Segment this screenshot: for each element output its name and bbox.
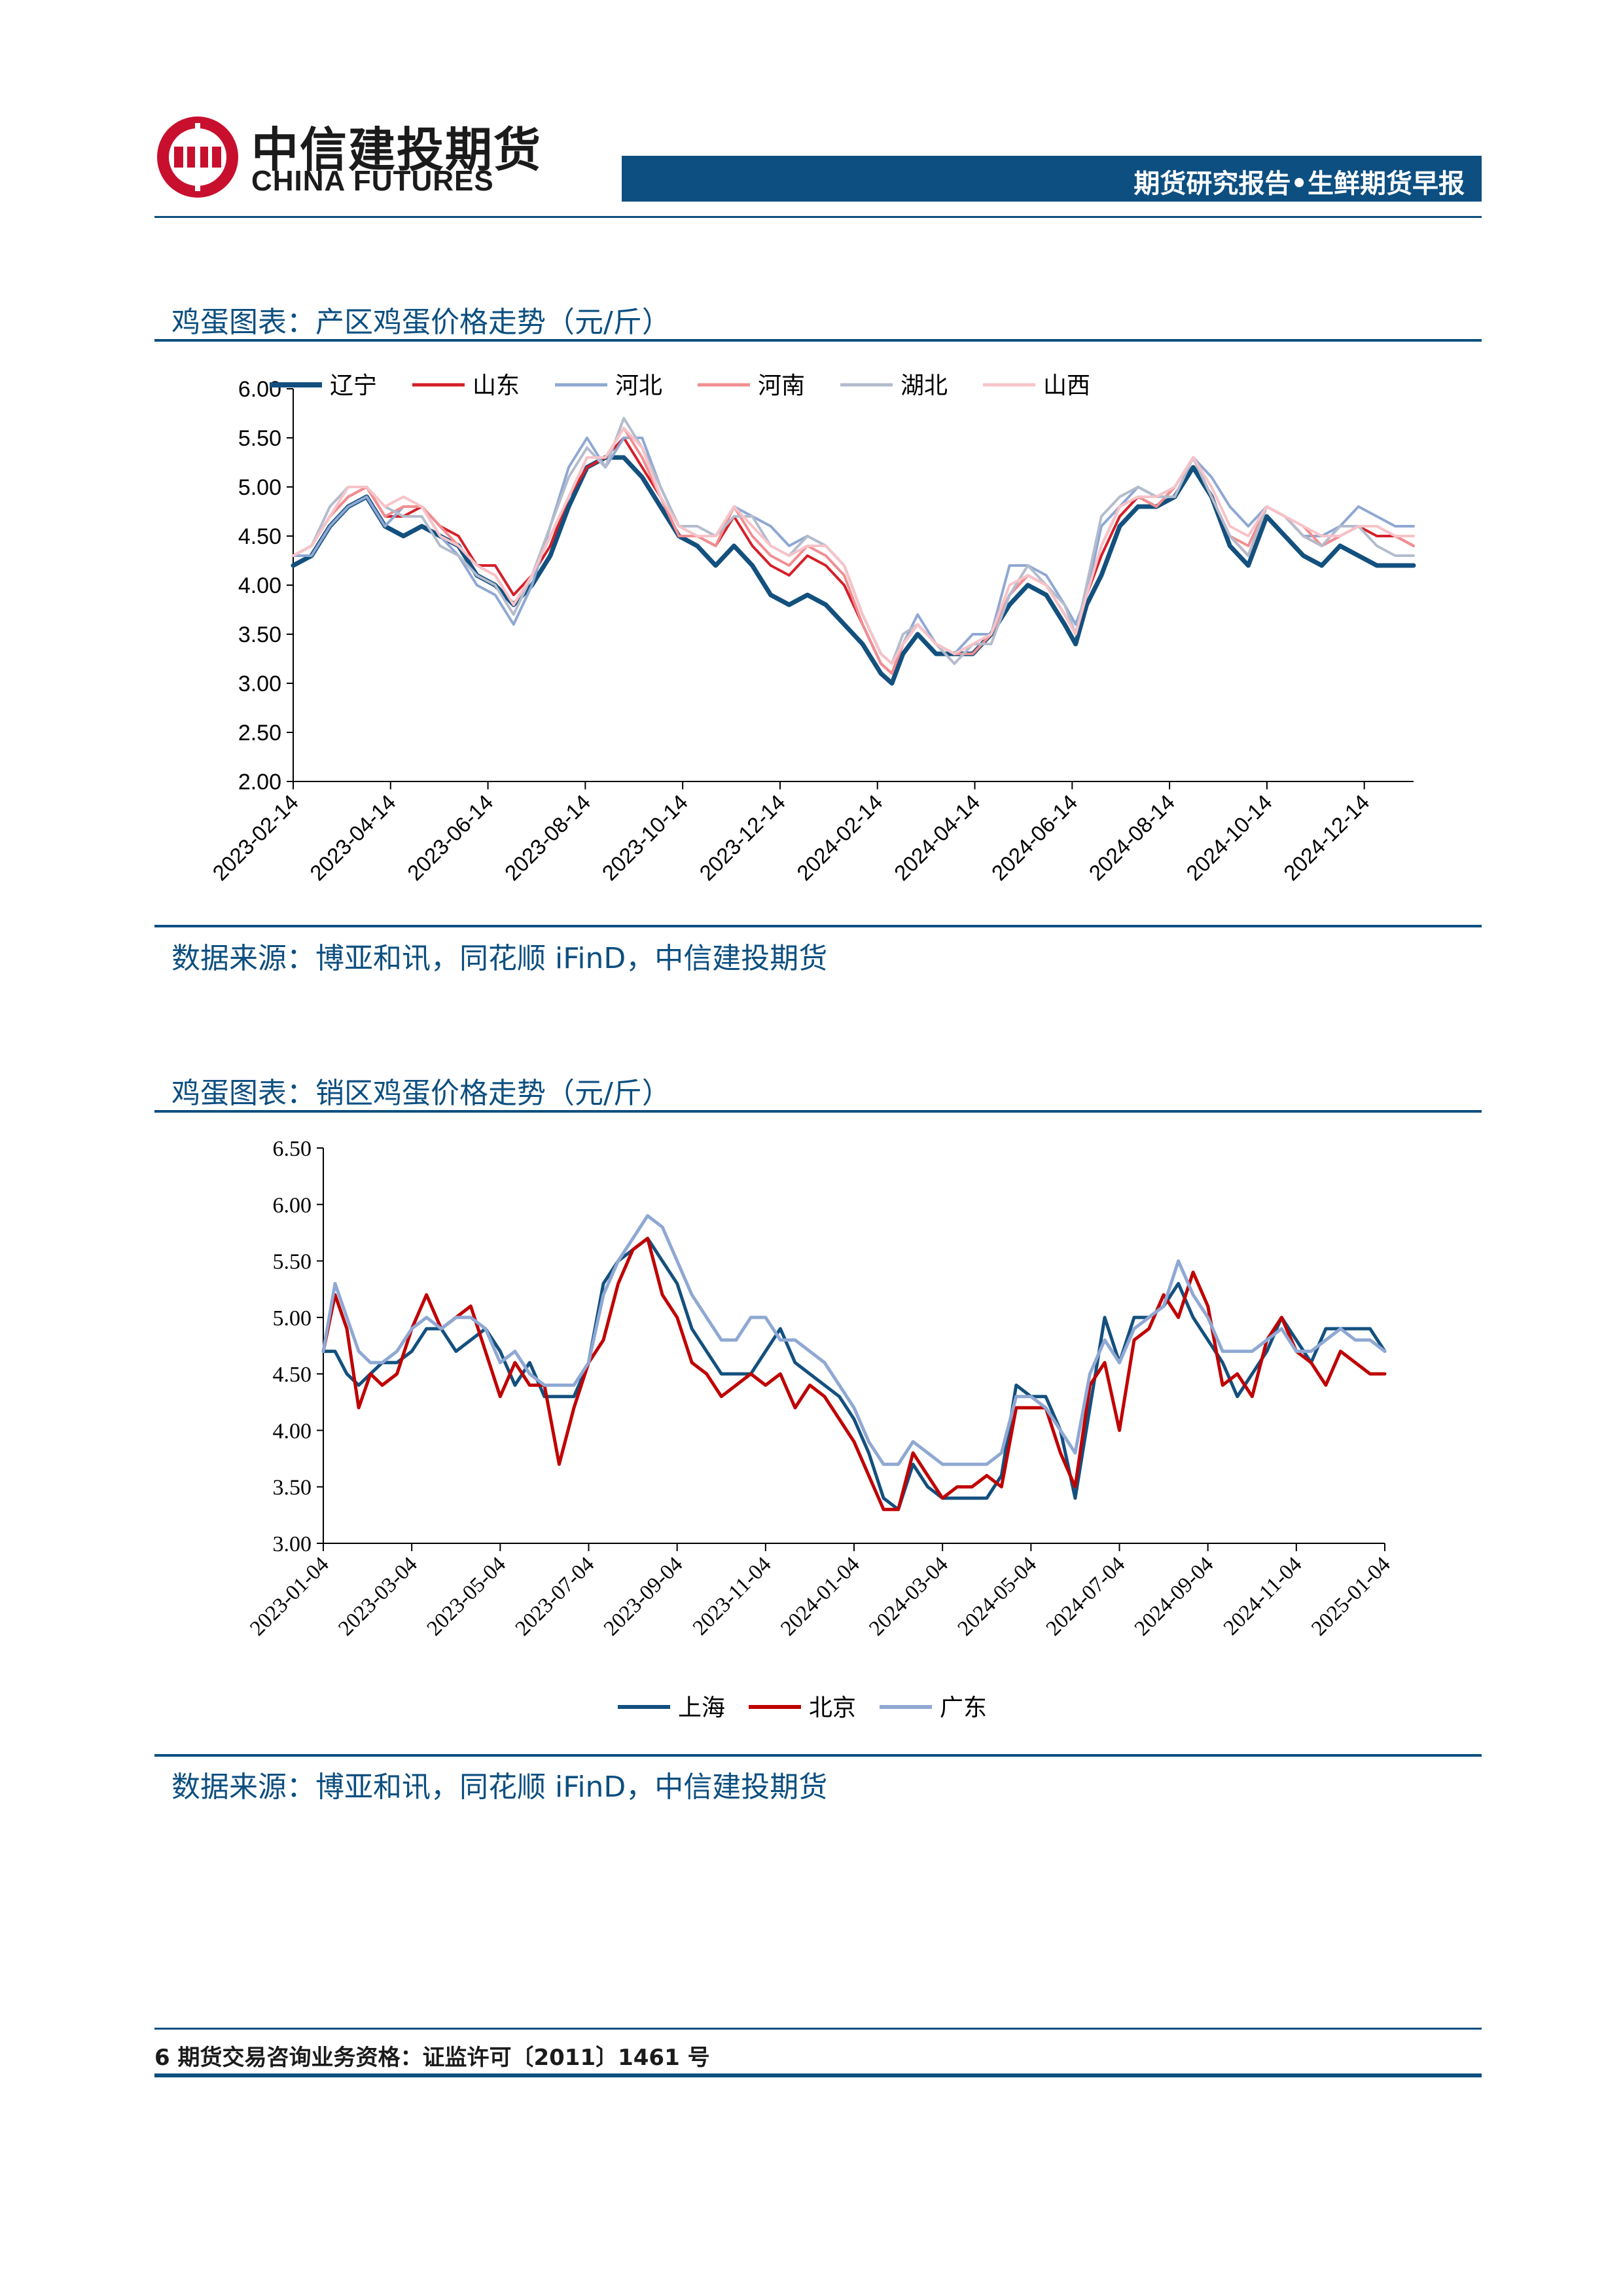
y-tick-label: 6.00 [238, 377, 281, 402]
y-tick-label: 5.00 [238, 475, 281, 500]
company-logo [157, 117, 238, 198]
x-tick-label: 2024-04-14 [889, 790, 985, 886]
y-tick-label: 6.00 [273, 1193, 312, 1217]
x-tick-label: 2023-10-14 [597, 790, 693, 886]
producing-area-price-chart: 6.005.505.004.504.003.503.002.502.002023… [207, 372, 1416, 886]
x-tick-label: 2024-10-14 [1181, 790, 1277, 886]
series-line-辽宁 [291, 455, 1416, 686]
footer-bottom-bar [154, 2073, 1482, 2077]
y-tick-label: 6.50 [273, 1137, 312, 1161]
y-tick-label: 4.00 [273, 1419, 312, 1443]
x-tick-label: 2023-08-14 [500, 790, 596, 886]
report-type: 期货研究报告•生鲜期货早报 [1133, 169, 1465, 199]
series-line-山东 [292, 437, 1415, 675]
sales-area-price-chart: 6.50 6.00 5.50 5.00 4.50 4.00 3.50 3.002023-01-… [245, 1137, 1395, 1721]
x-tick-label: 2023-06-14 [402, 790, 498, 886]
chart-2-title: 鸡蛋图表：销区鸡蛋价格走势（元/斤） [171, 1077, 671, 1110]
y-tick-label: 4.50 [238, 524, 281, 549]
chart-1-title: 鸡蛋图表：产区鸡蛋价格走势（元/斤） [171, 306, 671, 339]
chart-1-top-rule [154, 339, 1482, 342]
legend-label-上海: 上海 [678, 1695, 725, 1721]
series-line-北京 [321, 1236, 1387, 1511]
x-tick-label: 2023-05-04 [423, 1552, 510, 1640]
x-tick-label: 2024-08-14 [1084, 790, 1180, 886]
x-tick-label: 2024-02-14 [792, 790, 887, 886]
y-tick-label: 2.00 [238, 770, 281, 795]
chart-2-source: 数据来源：博亚和讯，同花顺 iFinD，中信建投期货 [171, 1770, 828, 1804]
x-tick-label: 2023-11-04 [688, 1552, 776, 1640]
series-line-上海 [321, 1236, 1387, 1511]
x-tick-label: 2024-07-04 [1042, 1552, 1130, 1640]
legend-label-湖北: 湖北 [901, 372, 948, 399]
report-type-banner: 期货研究报告•生鲜期货早报 [622, 156, 1482, 202]
x-tick-label: 2023-01-04 [245, 1552, 333, 1640]
x-tick-label: 2024-03-04 [865, 1552, 952, 1640]
brand-name-cn: 中信建投期货 [251, 122, 543, 177]
legend-label-河南: 河南 [758, 372, 805, 399]
y-tick-label: 3.00 [273, 1532, 312, 1556]
y-tick-label: 5.50 [273, 1250, 312, 1274]
x-tick-label: 2024-06-14 [987, 790, 1082, 886]
legend-label-河北: 河北 [615, 372, 662, 399]
brand-name-en: CHINA FUTURES [251, 165, 494, 197]
chart-2-top-rule [154, 1110, 1482, 1113]
legend-label-北京: 北京 [809, 1695, 856, 1721]
y-tick-label: 4.00 [238, 573, 281, 598]
x-tick-label: 2024-12-14 [1279, 790, 1374, 886]
footer-qualification: 6 期货交易咨询业务资格：证监许可〔2011〕1461 号 [154, 2045, 710, 2071]
header-divider [154, 216, 1482, 218]
x-tick-label: 2023-07-04 [511, 1552, 599, 1640]
y-tick-label: 3.50 [238, 622, 281, 647]
x-tick-label: 2024-05-04 [954, 1552, 1041, 1640]
x-tick-label: 2023-02-14 [207, 790, 303, 886]
legend-label-山东: 山东 [473, 372, 520, 399]
x-tick-label: 2023-12-14 [694, 790, 790, 886]
chart-1-source: 数据来源：博亚和讯，同花顺 iFinD，中信建投期货 [171, 942, 828, 975]
y-tick-label: 2.50 [238, 721, 281, 745]
chart-2-bottom-rule [154, 1754, 1482, 1757]
chart-1-bottom-rule [154, 925, 1482, 927]
legend-label-辽宁: 辽宁 [330, 372, 377, 399]
x-tick-label: 2024-11-04 [1219, 1552, 1306, 1640]
y-tick-label: 4.50 [273, 1363, 312, 1387]
legend-label-广东: 广东 [940, 1695, 987, 1721]
series-line-广东 [321, 1214, 1387, 1466]
series-line-山西 [292, 427, 1415, 665]
y-tick-label: 5.00 [273, 1306, 312, 1331]
legend-label-山西: 山西 [1043, 372, 1090, 399]
x-tick-label: 2023-03-04 [334, 1552, 421, 1640]
x-tick-label: 2024-01-04 [776, 1552, 864, 1640]
x-tick-label: 2025-01-04 [1307, 1552, 1395, 1640]
x-tick-label: 2023-09-04 [599, 1552, 687, 1640]
y-tick-label: 3.50 [273, 1476, 312, 1500]
y-tick-label: 5.50 [238, 426, 281, 451]
x-tick-label: 2024-09-04 [1130, 1552, 1218, 1640]
footer-divider [154, 2028, 1482, 2030]
y-tick-label: 3.00 [238, 672, 281, 696]
x-tick-label: 2023-04-14 [305, 790, 401, 886]
